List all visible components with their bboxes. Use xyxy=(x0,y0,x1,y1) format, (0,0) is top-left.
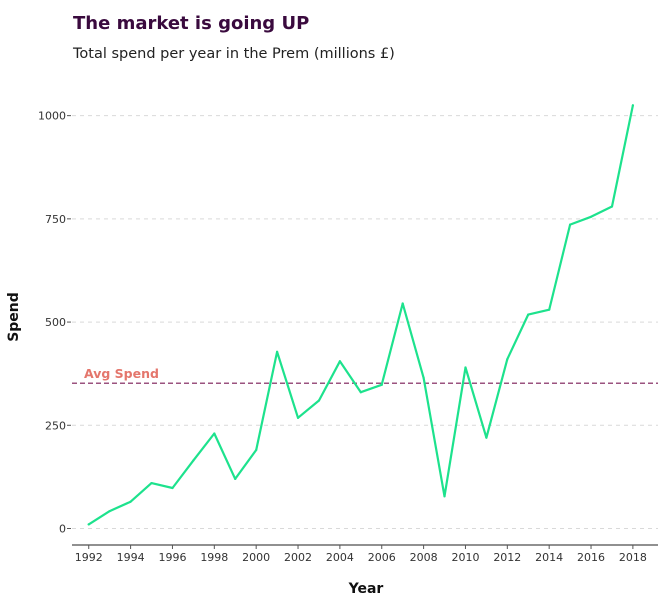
data-point-2005 xyxy=(359,391,362,394)
data-point-2003 xyxy=(317,399,321,402)
x-tick-label-1992: 1992 xyxy=(75,551,103,564)
x-tick-label-1996: 1996 xyxy=(158,551,186,564)
data-point-2014 xyxy=(548,308,551,311)
data-point-2004 xyxy=(338,360,341,363)
x-tick-label-2012: 2012 xyxy=(493,551,521,564)
y-tick-label-250: 250 xyxy=(45,419,66,432)
data-point-2006 xyxy=(380,383,383,386)
spend-series-line xyxy=(87,104,634,526)
data-point-2013 xyxy=(527,313,530,316)
data-point-1993 xyxy=(108,510,111,513)
x-tick-label-1998: 1998 xyxy=(200,551,228,564)
x-tick-label-1994: 1994 xyxy=(117,551,145,564)
chart-title: The market is going UP xyxy=(73,13,310,34)
x-tick-label-2014: 2014 xyxy=(535,551,563,564)
y-tick-label-500: 500 xyxy=(45,316,66,329)
x-tick-label-2018: 2018 xyxy=(619,551,647,564)
data-point-1999 xyxy=(234,477,237,481)
chart-subtitle: Total spend per year in the Prem (millio… xyxy=(73,46,395,62)
y-axis-title: Spend xyxy=(6,292,22,342)
data-point-2015 xyxy=(569,223,572,226)
data-point-1992 xyxy=(87,523,90,526)
data-point-2007 xyxy=(401,302,404,305)
x-axis-title: Year xyxy=(348,581,384,597)
data-point-2008 xyxy=(422,376,425,379)
data-point-1997 xyxy=(192,459,195,462)
x-tick-label-2000: 2000 xyxy=(242,551,270,564)
data-point-2000 xyxy=(255,448,258,452)
data-point-2010 xyxy=(464,366,467,369)
data-point-2016 xyxy=(589,215,593,218)
data-point-1996 xyxy=(171,486,174,490)
data-points xyxy=(87,104,634,526)
data-point-2011 xyxy=(485,436,488,439)
data-point-2009 xyxy=(443,495,446,498)
data-point-2018 xyxy=(631,104,634,107)
data-point-1998 xyxy=(213,432,216,435)
data-point-1994 xyxy=(129,500,132,503)
data-point-2017 xyxy=(610,205,614,208)
y-tick-label-0: 0 xyxy=(59,522,66,535)
data-point-1995 xyxy=(150,481,153,485)
x-tick-label-2002: 2002 xyxy=(284,551,312,564)
data-point-2002 xyxy=(296,416,300,419)
gridlines xyxy=(72,115,658,529)
x-axis-ticks: 1992 1994 1996 1998 2000 2002 2004 2006 2008 2010… xyxy=(75,545,647,564)
avg-spend-label: Avg Spend xyxy=(84,366,159,381)
y-axis-tick-labels: 0 250 500 750 1000 xyxy=(38,110,71,535)
reference-line-group: Avg Spend xyxy=(72,366,658,384)
y-tick-label-1000: 1000 xyxy=(38,110,66,123)
data-point-2001 xyxy=(276,350,279,353)
x-tick-label-2004: 2004 xyxy=(326,551,354,564)
x-tick-label-2010: 2010 xyxy=(451,551,479,564)
x-tick-label-2008: 2008 xyxy=(410,551,438,564)
y-tick-label-750: 750 xyxy=(45,213,66,226)
data-point-2012 xyxy=(506,358,509,361)
x-tick-label-2006: 2006 xyxy=(368,551,396,564)
x-tick-label-2016: 2016 xyxy=(577,551,605,564)
